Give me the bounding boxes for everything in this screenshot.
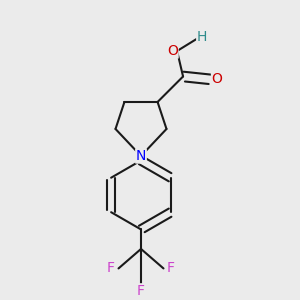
Text: N: N xyxy=(136,149,146,163)
Text: F: F xyxy=(167,261,175,275)
Text: F: F xyxy=(107,261,115,275)
Text: O: O xyxy=(167,44,178,58)
Text: H: H xyxy=(197,31,207,44)
Text: F: F xyxy=(137,284,145,298)
Text: O: O xyxy=(212,73,222,86)
